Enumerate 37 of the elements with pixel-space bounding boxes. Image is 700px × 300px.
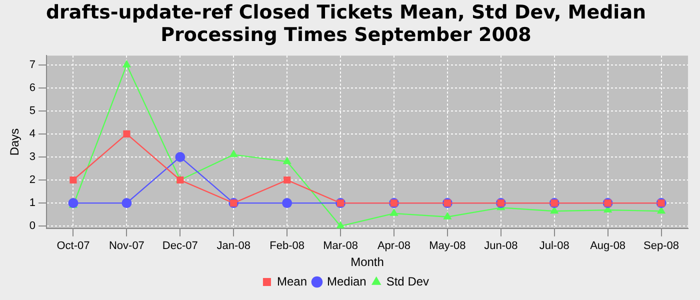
legend-label: Std Dev bbox=[386, 274, 430, 288]
x-tick-label: Jul-08 bbox=[539, 240, 570, 252]
point bbox=[282, 198, 292, 208]
legend-label: Median bbox=[326, 274, 366, 288]
x-tick-label: Sep-08 bbox=[644, 240, 680, 252]
x-tick-label: Apr-08 bbox=[377, 240, 411, 252]
x-tick-label: Jan-08 bbox=[216, 240, 250, 252]
y-tick-label: 4 bbox=[29, 128, 36, 140]
x-tick-label: Aug-08 bbox=[590, 240, 626, 252]
point bbox=[123, 130, 130, 138]
x-tick-label: May-08 bbox=[429, 240, 466, 252]
y-tick-label: 0 bbox=[29, 220, 36, 232]
chart-title: drafts-update-ref Closed Tickets Mean, Std Dev, Median Processing Times September 2008 bbox=[46, 1, 646, 46]
point bbox=[122, 60, 132, 68]
point bbox=[443, 212, 452, 220]
x-tick-label: Oct-07 bbox=[56, 240, 90, 252]
point bbox=[122, 198, 132, 208]
x-tick-label: Mar-08 bbox=[323, 240, 358, 252]
y-tick-label: 5 bbox=[29, 104, 36, 117]
y-tick-label: 1 bbox=[29, 197, 36, 210]
point bbox=[175, 152, 186, 162]
point bbox=[390, 208, 398, 216]
point bbox=[70, 176, 77, 184]
x-axis-title: Month bbox=[350, 255, 384, 270]
x-tick-label: Dec-07 bbox=[162, 240, 198, 252]
x-tick-label: Nov-07 bbox=[108, 240, 144, 252]
y-tick-label: 3 bbox=[29, 151, 36, 164]
x-tick-label: Jun-08 bbox=[484, 240, 518, 252]
y-tick-label: 7 bbox=[29, 58, 36, 71]
y-tick-label: 2 bbox=[29, 174, 36, 186]
point bbox=[284, 176, 291, 184]
x-tick-label: Feb-08 bbox=[270, 240, 305, 252]
y-tick-label: 6 bbox=[29, 82, 36, 94]
point bbox=[229, 150, 238, 158]
y-axis-title: Days bbox=[8, 128, 22, 156]
legend-label: Mean bbox=[276, 274, 307, 288]
point bbox=[282, 156, 292, 164]
